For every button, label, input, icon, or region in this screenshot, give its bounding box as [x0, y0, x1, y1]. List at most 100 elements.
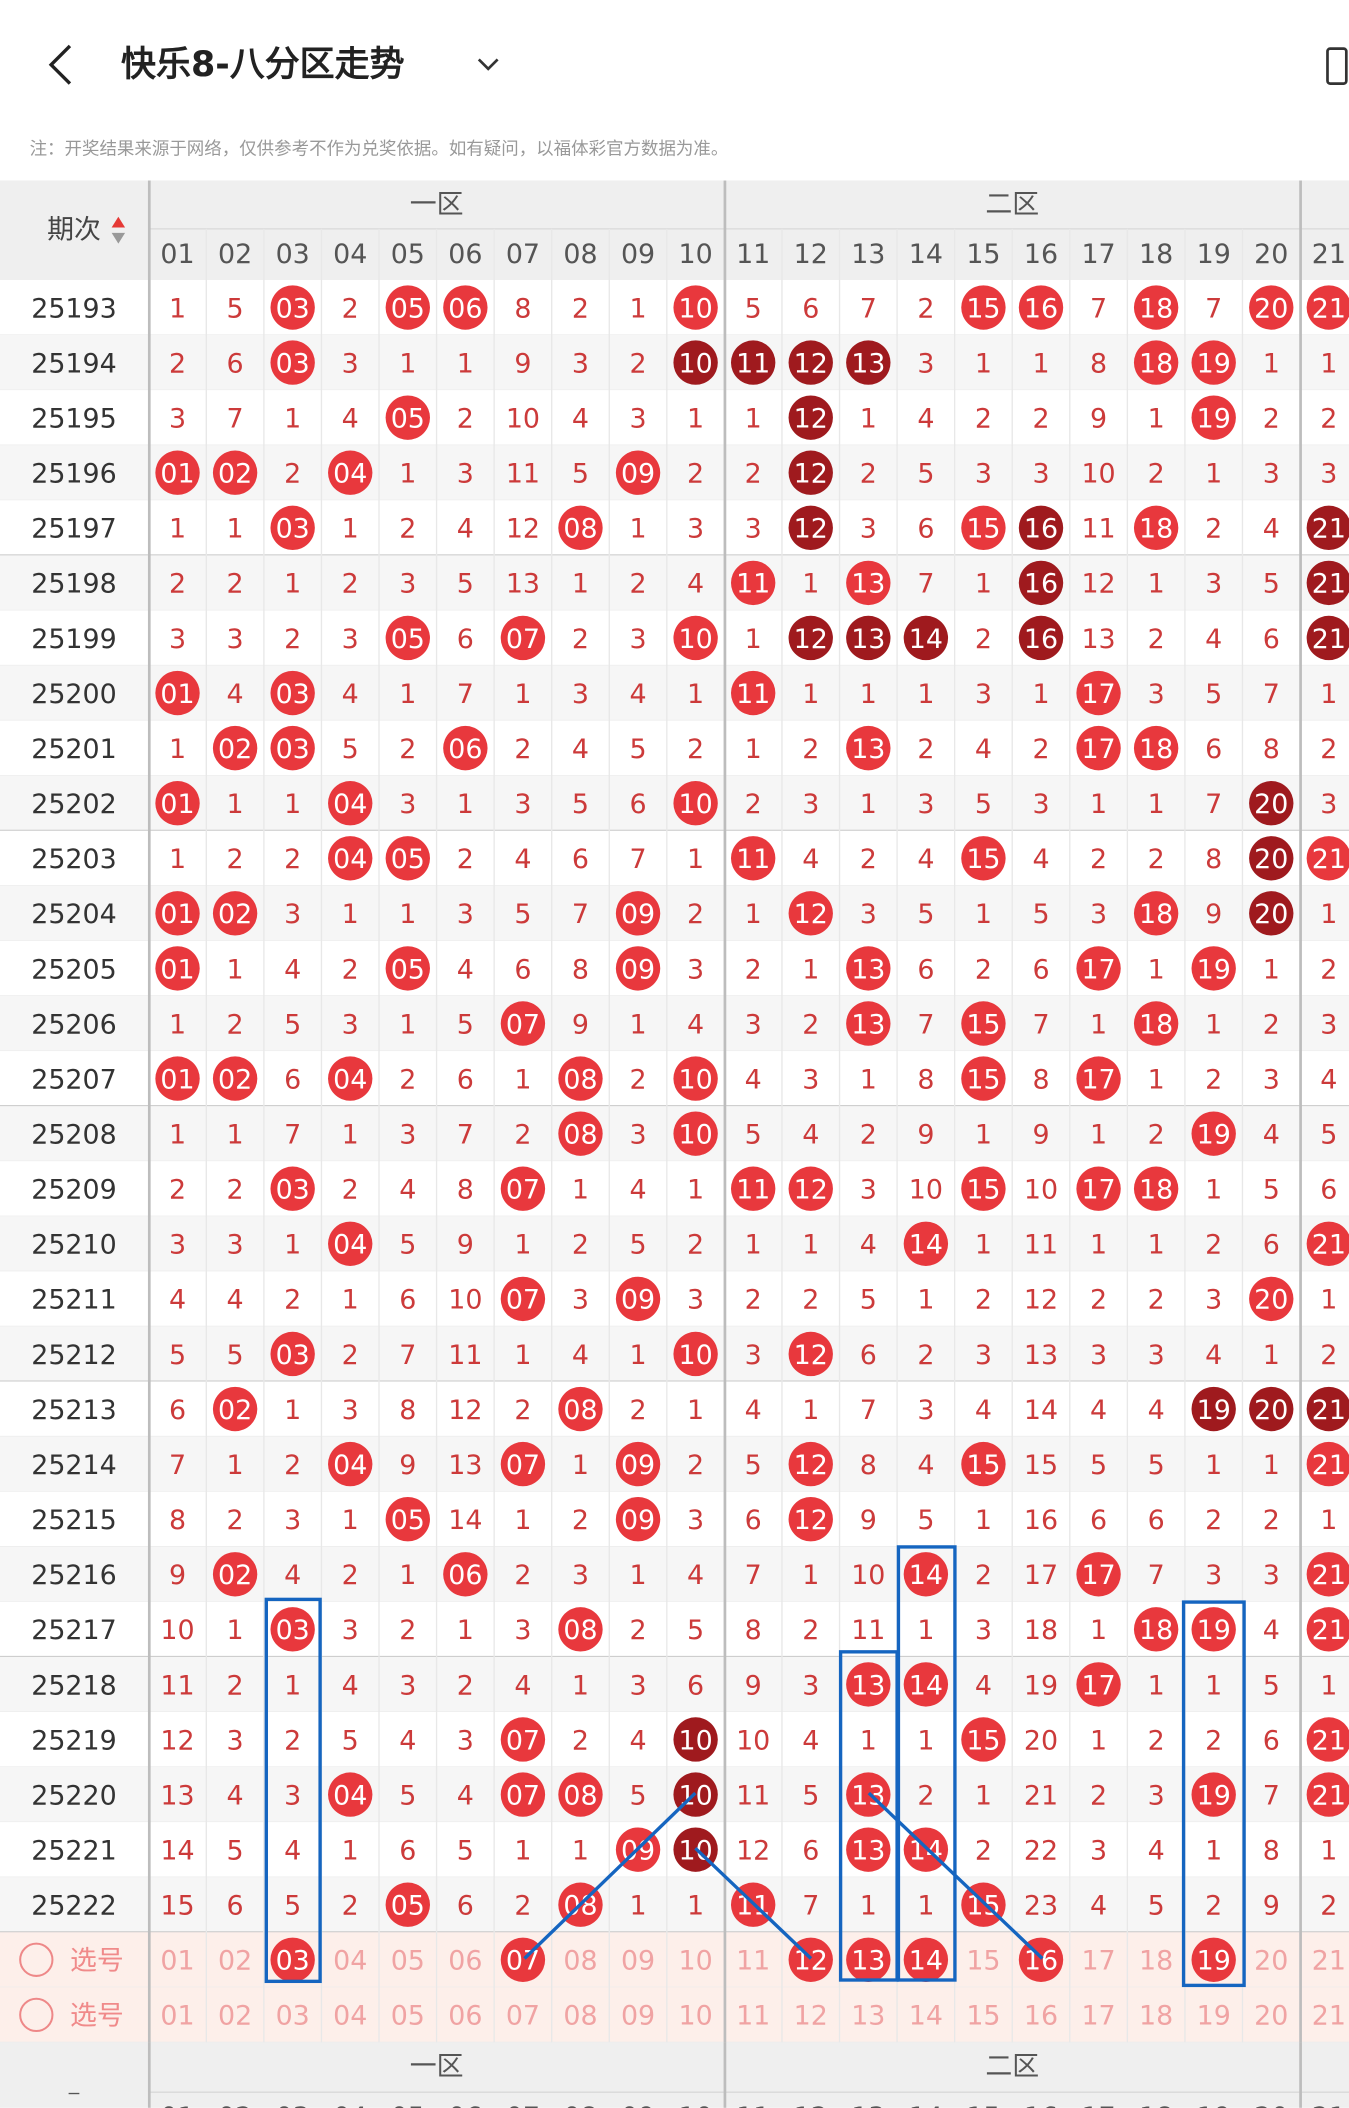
cell-number: 6 [917, 514, 934, 545]
cell-number: 7 [284, 1120, 301, 1151]
cell-number: 03 [276, 2001, 310, 2032]
cell-number: 4 [1032, 844, 1049, 875]
ball-number: 19 [1197, 1395, 1231, 1426]
ball-number: 12 [794, 459, 828, 490]
cell-number: 3 [457, 899, 474, 930]
cell-number: 08 [563, 1946, 597, 1977]
cell-number: 7 [399, 1340, 416, 1371]
ball [1249, 891, 1294, 936]
cell-number: 1 [1148, 789, 1165, 820]
ball [558, 505, 603, 551]
cell-number: 2 [514, 734, 531, 765]
device-icon[interactable] [1326, 47, 1348, 85]
ball [673, 340, 718, 385]
cell-number: 3 [169, 404, 186, 435]
cell-number: 10 [851, 1560, 885, 1591]
ball-number: 08 [563, 1780, 597, 1811]
row-bg [0, 1271, 1349, 1327]
cell-number: 9 [745, 1670, 762, 1701]
cell-number: 1 [227, 954, 244, 985]
cell-number: 1 [1205, 1175, 1222, 1206]
ball-number: 02 [218, 1560, 252, 1591]
cell-number: 3 [399, 569, 416, 600]
cell-number: 2 [399, 1615, 416, 1646]
cell-number: 17 [1081, 1946, 1115, 1977]
ball [500, 1717, 546, 1762]
select-toggle[interactable] [19, 1942, 54, 1977]
ball-number: 03 [276, 514, 310, 545]
cell-number: 5 [629, 1230, 646, 1261]
ball [1191, 1607, 1236, 1652]
ball-number: 16 [1024, 514, 1058, 545]
column-number: 01 [160, 239, 194, 270]
column-number: 17 [1081, 2102, 1115, 2108]
ball-number: 18 [1139, 348, 1173, 379]
cell-number: 5 [1148, 1891, 1165, 1922]
issue: 25195 [31, 404, 117, 435]
back-button[interactable] [48, 44, 72, 85]
sort-icon [111, 216, 126, 228]
cell-number: 3 [1032, 459, 1049, 490]
ball-number: 21 [1312, 1450, 1346, 1481]
cell-number: 1 [802, 954, 819, 985]
ball [1018, 615, 1064, 661]
cell-number: 2 [227, 569, 244, 600]
ball-number: 03 [276, 293, 310, 324]
ball [1306, 1221, 1349, 1266]
cell-number: 3 [917, 789, 934, 820]
ball-number: 02 [218, 459, 252, 490]
cell-number: 1 [1320, 1285, 1337, 1316]
ball-number: 18 [1139, 734, 1173, 765]
cell-number: 1 [802, 569, 819, 600]
ball [155, 946, 200, 991]
cell-number: 5 [399, 1780, 416, 1811]
ball [500, 1276, 546, 1322]
ball-number: 03 [276, 734, 310, 765]
cell-number: 4 [1320, 1064, 1337, 1095]
cell-number: 2 [802, 734, 819, 765]
cell-number: 7 [227, 404, 244, 435]
cell-number: 1 [629, 1891, 646, 1922]
ball [846, 560, 891, 606]
ball-number: 07 [506, 1009, 540, 1040]
issue: 25211 [31, 1285, 117, 1316]
issue: 25200 [31, 679, 117, 710]
cell-number: 3 [169, 624, 186, 655]
cell-number: 2 [342, 1340, 359, 1371]
select-toggle[interactable] [19, 1997, 54, 2033]
cell-number: 3 [860, 899, 877, 930]
dropdown[interactable] [477, 58, 499, 71]
cell-number: 3 [629, 624, 646, 655]
ball-number: 06 [448, 293, 482, 324]
issue: 25219 [31, 1725, 117, 1756]
ball-number: 20 [1254, 789, 1288, 820]
cell-number: 1 [572, 569, 589, 600]
cell-number: 5 [745, 1120, 762, 1151]
cell-number: 4 [975, 1670, 992, 1701]
issue: 25204 [31, 899, 117, 930]
ball-number: 04 [333, 1450, 367, 1481]
ball [615, 1496, 661, 1542]
cell-number: 2 [860, 1120, 877, 1151]
cell-number: 4 [457, 514, 474, 545]
ball [846, 1662, 891, 1707]
cell-number: 6 [802, 293, 819, 324]
cell-number: 1 [342, 1835, 359, 1866]
cell-number: 1 [284, 569, 301, 600]
cell-number: 2 [284, 1450, 301, 1481]
cell-number: 6 [227, 1891, 244, 1922]
cell-number: 1 [1148, 404, 1165, 435]
cell-number: 2 [1320, 404, 1337, 435]
cell-number: 15 [160, 1891, 194, 1922]
cell-number: 6 [1148, 1505, 1165, 1536]
ball [788, 340, 833, 385]
ball [961, 1166, 1006, 1211]
ball [1133, 1166, 1179, 1211]
cell-number: 5 [1032, 899, 1049, 930]
cell-number: 4 [284, 1835, 301, 1866]
cell-number: 3 [802, 1064, 819, 1095]
cell-number: 23 [1024, 1891, 1058, 1922]
ball [846, 1827, 891, 1872]
cell-number: 1 [917, 1615, 934, 1646]
cell-number: 1 [399, 348, 416, 379]
